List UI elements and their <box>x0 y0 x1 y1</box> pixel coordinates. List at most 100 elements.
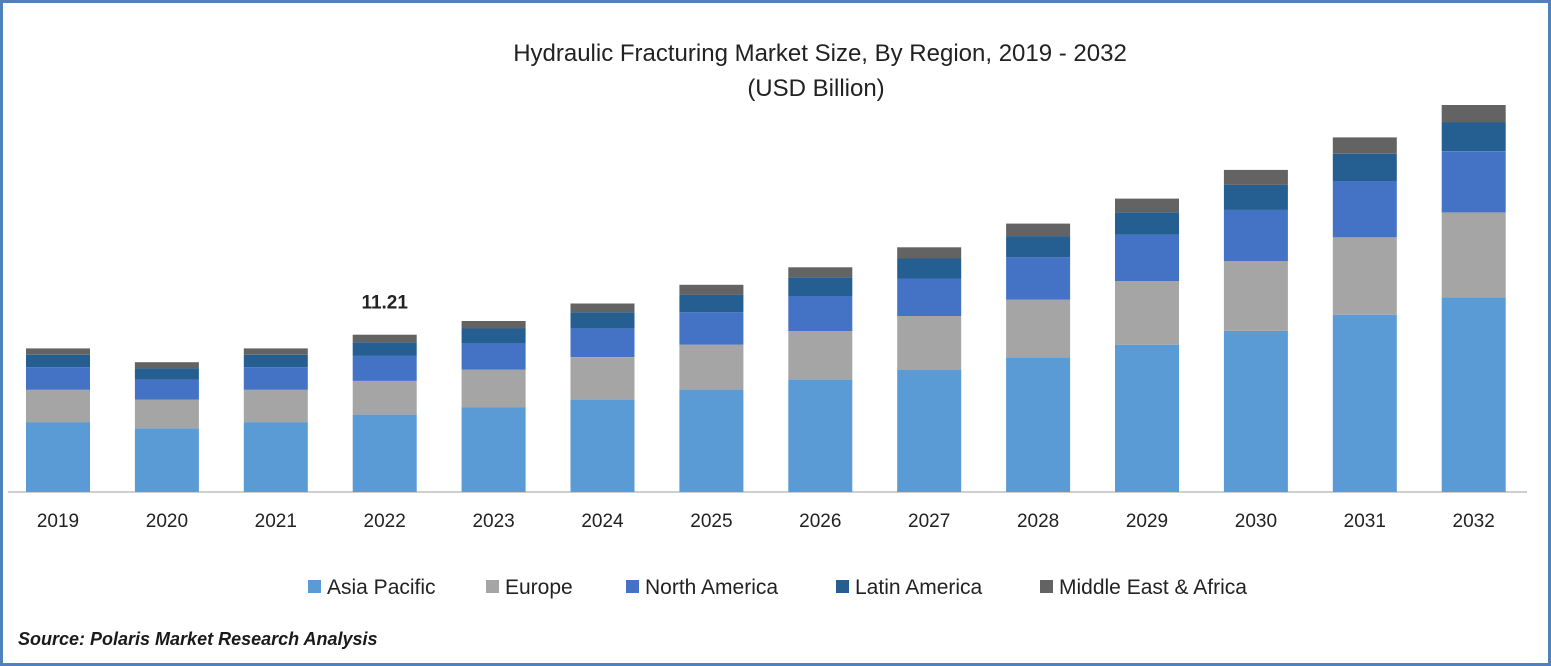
x-tick-2028: 2028 <box>1017 511 1059 532</box>
source-note: Source: Polaris Market Research Analysis <box>18 629 378 649</box>
bar-2031-europe <box>1332 237 1397 315</box>
bar-2019-europe <box>26 389 90 423</box>
bar-2030-latin-america <box>1223 184 1288 210</box>
bar-2028-north-america <box>1006 257 1071 300</box>
bar-2023-asia-pacific <box>461 407 526 492</box>
bar-2025-latin-america <box>679 294 744 313</box>
bar-2024-middle-east-africa <box>570 303 635 313</box>
x-tick-2029: 2029 <box>1126 511 1168 532</box>
bar-2022-asia-pacific <box>352 414 417 492</box>
bar-2029-asia-pacific <box>1115 344 1179 492</box>
legend-swatch-europe <box>486 580 499 593</box>
bar-2032-europe <box>1441 212 1506 298</box>
bar-2021-latin-america <box>243 354 308 368</box>
legend-label-north-america: North America <box>645 576 778 599</box>
bar-2021-north-america <box>243 367 308 390</box>
bar-2026-north-america <box>788 296 853 331</box>
legend-label-latin-america: Latin America <box>855 576 983 599</box>
bar-2029-latin-america <box>1115 212 1179 235</box>
bar-2023-middle-east-africa <box>461 321 526 329</box>
bar-2027-middle-east-africa <box>897 247 962 259</box>
bar-2022-north-america <box>352 355 417 381</box>
legend-swatch-asia-pacific <box>308 580 321 593</box>
bar-2020-europe <box>134 399 199 429</box>
bar-2022-middle-east-africa <box>352 334 417 343</box>
bar-2032-latin-america <box>1441 122 1506 152</box>
data-annotations: 11.21 <box>361 293 408 314</box>
bar-2029-europe <box>1115 281 1179 345</box>
x-tick-2027: 2027 <box>908 511 950 532</box>
bar-2025-middle-east-africa <box>679 284 744 295</box>
bar-2020-asia-pacific <box>134 428 199 492</box>
legend-label-middle-east-africa: Middle East & Africa <box>1059 576 1247 599</box>
chart-title: Hydraulic Fracturing Market Size, By Reg… <box>513 40 1127 67</box>
bar-2019-latin-america <box>26 354 90 368</box>
bar-2032-asia-pacific <box>1441 297 1506 492</box>
bar-2026-asia-pacific <box>788 379 853 492</box>
bar-2028-latin-america <box>1006 236 1071 258</box>
legend-label-europe: Europe <box>505 576 573 599</box>
bar-2019-asia-pacific <box>26 422 90 492</box>
bar-2027-north-america <box>897 278 962 316</box>
bar-2023-north-america <box>461 343 526 370</box>
x-tick-2031: 2031 <box>1344 511 1386 532</box>
bar-2021-asia-pacific <box>243 422 308 492</box>
legend-swatch-middle-east-africa <box>1040 580 1053 593</box>
bar-2021-middle-east-africa <box>243 348 308 355</box>
bar-2021-europe <box>243 389 308 423</box>
bar-2022-europe <box>352 380 417 415</box>
bar-2030-europe <box>1223 261 1288 331</box>
bar-2020-north-america <box>134 379 199 400</box>
x-tick-2025: 2025 <box>690 511 732 532</box>
legend: Asia Pacific Europe North America Latin Ame… <box>308 576 1247 599</box>
bar-2025-asia-pacific <box>679 389 744 492</box>
bar-2024-latin-america <box>570 312 635 329</box>
legend-swatch-latin-america <box>836 580 849 593</box>
bar-2022-latin-america <box>352 342 417 356</box>
bar-2028-europe <box>1006 299 1071 358</box>
bar-2028-middle-east-africa <box>1006 223 1071 237</box>
bar-2032-north-america <box>1441 151 1506 213</box>
bar-2030-middle-east-africa <box>1223 169 1288 185</box>
data-label-2022: 11.21 <box>361 293 408 314</box>
x-tick-2030: 2030 <box>1235 511 1277 532</box>
bar-2025-europe <box>679 344 744 390</box>
x-tick-2019: 2019 <box>37 511 79 532</box>
bar-2030-north-america <box>1223 209 1288 261</box>
x-tick-2021: 2021 <box>255 511 297 532</box>
bar-2020-middle-east-africa <box>134 362 199 369</box>
bar-2023-latin-america <box>461 328 526 344</box>
chart-subtitle: (USD Billion) <box>747 75 884 102</box>
x-tick-2032: 2032 <box>1453 511 1495 532</box>
bars-group <box>26 105 1506 492</box>
bar-2027-latin-america <box>897 258 962 279</box>
bar-2023-europe <box>461 369 526 408</box>
x-tick-labels: 2019 2020 2021 2022 2023 2024 2025 2026 2027 2028… <box>37 511 1495 532</box>
bar-2027-asia-pacific <box>897 369 962 492</box>
x-tick-2024: 2024 <box>581 511 624 532</box>
bar-2031-north-america <box>1332 181 1397 238</box>
bar-2028-asia-pacific <box>1006 357 1071 492</box>
bar-2019-north-america <box>26 367 90 390</box>
bar-2024-asia-pacific <box>570 399 635 492</box>
bar-2032-middle-east-africa <box>1441 105 1506 123</box>
bar-2026-europe <box>788 330 853 380</box>
bar-2026-middle-east-africa <box>788 267 853 278</box>
bar-2031-asia-pacific <box>1332 314 1397 492</box>
bar-2029-north-america <box>1115 234 1179 281</box>
bar-2026-latin-america <box>788 277 853 296</box>
bar-2025-north-america <box>679 312 744 345</box>
bar-2020-latin-america <box>134 368 199 380</box>
legend-swatch-north-america <box>626 580 639 593</box>
bar-2031-latin-america <box>1332 153 1397 182</box>
x-tick-2022: 2022 <box>364 511 406 532</box>
bar-2019-middle-east-africa <box>26 348 90 355</box>
x-tick-2023: 2023 <box>472 511 514 532</box>
bar-2024-europe <box>570 357 635 400</box>
bar-2027-europe <box>897 316 962 370</box>
bar-2031-middle-east-africa <box>1332 137 1397 154</box>
bar-2024-north-america <box>570 328 635 358</box>
legend-label-asia-pacific: Asia Pacific <box>327 576 436 599</box>
